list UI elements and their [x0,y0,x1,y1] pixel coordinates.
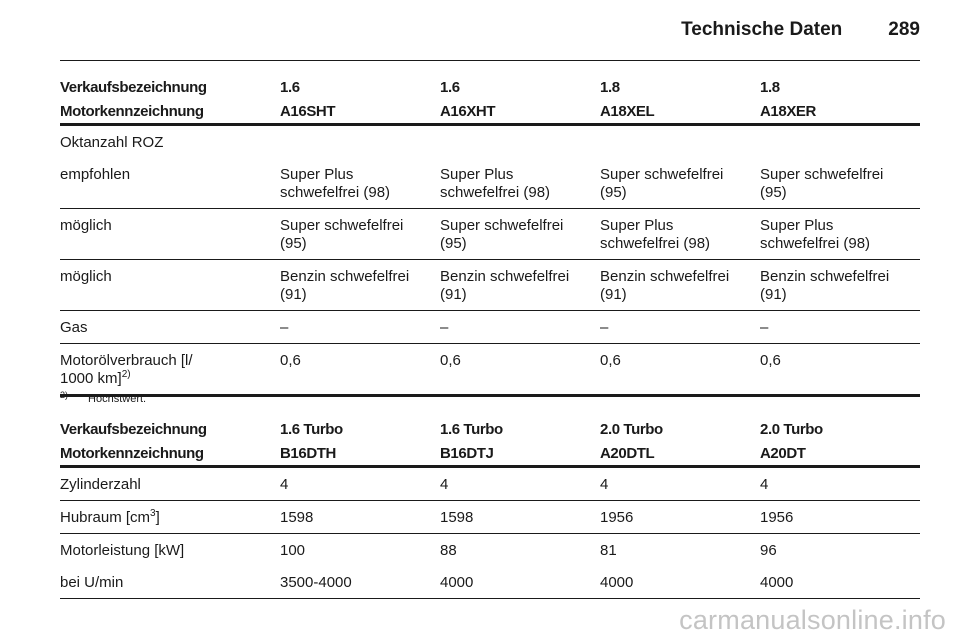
table-row: Motorleistung [kW] 100 88 81 96 [60,534,920,567]
row-label: Motorleistung [kW] [60,542,185,559]
table-cell: 4000 [440,566,600,599]
table-cell: 4 [760,466,920,501]
table-cell: 4000 [760,566,920,599]
table-cell: Super schwefelfrei (95) [440,208,600,260]
header-cell: A16SHT [280,99,440,126]
header-cell: B16DTH [280,441,440,468]
footnote-mark: 2) [60,390,69,400]
header-cell: 2.0 Turbo [600,421,663,438]
header-row-engine-code: Motorkennzeichnung A16SHT A16XHT A18XEL … [60,99,920,126]
table-cell: – [440,310,600,344]
footnote-ref: 2) [121,369,131,380]
table-cell: Benzin schwefelfrei (91) [440,259,600,311]
watermark: carmanualsonline.info [679,605,946,635]
table-cell: – [280,310,440,344]
table-cell: Super schwefelfrei (95) [600,158,760,209]
header-cell: Verkaufsbezeichnung [60,79,207,96]
header-cell: Motorkennzeichnung [60,99,280,126]
table-cell: Super Plus schwefelfrei (98) [280,158,440,209]
table-row: möglich Super schwefelfrei (95) Super sch… [60,208,920,260]
header-cell: 2.0 Turbo [760,421,823,438]
page-number: 289 [888,19,920,40]
table-cell: Benzin schwefelfrei (91) [280,259,440,311]
header-cell: 1.8 [600,79,620,96]
row-label: Motorölverbrauch [l/1000 km]2) [60,343,280,397]
table-row-section: Oktanzahl ROZ [60,125,920,159]
table-row: Gas – – – – [60,310,920,344]
table-cell: 4 [600,466,760,501]
table-row: Motorölverbrauch [l/1000 km]2) 0,6 0,6 0… [60,343,920,397]
table-cell: 1598 [440,500,600,534]
table-cell: 1956 [760,500,920,534]
table-cell: 96 [760,542,777,559]
table-row: möglich Benzin schwefelfrei (91) Benzin s… [60,259,920,311]
row-label: bei U/min [60,566,280,599]
table-cell: Super Plus schwefelfrei (98) [440,158,600,209]
header-cell: 1.6 [440,79,460,96]
table-cell: 3500-4000 [280,566,440,599]
table-row: empfohlen Super Plus schwefelfrei (98) Su… [60,158,920,209]
table-cell: 1956 [600,500,760,534]
row-label: möglich [60,208,280,260]
header-cell: 1.6 Turbo [440,421,503,438]
header-cell: 1.6 [280,79,300,96]
table-cell: 81 [600,542,617,559]
section-label: Oktanzahl ROZ [60,134,164,151]
table-cell: Super Plus schwefelfrei (98) [760,208,920,260]
table-row: Hubraum [cm3] 1598 1598 1956 1956 [60,500,920,534]
table-cell: Super schwefelfrei (95) [760,158,920,209]
fuel-spec-table: Verkaufsbezeichnung 1.6 1.6 1.8 1.8 Moto… [60,71,920,397]
table-cell: Benzin schwefelfrei (91) [600,259,760,311]
table-cell: 0,6 [440,343,600,397]
table-cell: Super Plus schwefelfrei (98) [600,208,760,260]
header-cell: B16DTJ [440,441,600,468]
table-cell: 4 [440,466,600,501]
table-cell: 0,6 [600,343,760,397]
table-cell: 4000 [600,566,760,599]
header-row-sales-name: Verkaufsbezeichnung 1.6 Turbo 1.6 Turbo … [60,413,920,441]
table-cell: – [760,310,920,344]
header-cell: Verkaufsbezeichnung [60,421,207,438]
header-cell: A20DTL [600,441,760,468]
header-row-sales-name: Verkaufsbezeichnung 1.6 1.6 1.8 1.8 [60,71,920,99]
table-cell: 88 [440,542,457,559]
table-cell: 1598 [280,500,440,534]
engine-spec-table: Verkaufsbezeichnung 1.6 Turbo 1.6 Turbo … [60,413,920,599]
header-row-engine-code: Motorkennzeichnung B16DTH B16DTJ A20DTL … [60,441,920,468]
row-label: empfohlen [60,158,280,209]
header-cell: A16XHT [440,99,600,126]
footnote-text: Höchstwert. [88,393,147,405]
table-cell: Super schwefelfrei (95) [280,208,440,260]
header-cell: 1.8 [760,79,780,96]
table-cell: 100 [280,542,306,559]
page-title: Technische Daten [681,19,843,40]
header-cell: A18XER [760,99,920,126]
header-cell: A18XEL [600,99,760,126]
table-cell: 4 [280,466,440,501]
header-cell: Motorkennzeichnung [60,441,280,468]
header-cell: 1.6 Turbo [280,421,343,438]
table-cell: 0,6 [280,343,440,397]
footnote: 2) Höchstwert. [60,390,147,405]
page-header: Technische Daten 289 [681,19,920,41]
header-rule [60,60,920,61]
row-label: möglich [60,259,280,311]
table-cell: Benzin schwefelfrei (91) [760,259,920,311]
table-row: Zylinderzahl 4 4 4 4 [60,466,920,501]
row-label: Hubraum [cm3] [60,500,280,534]
table-row: bei U/min 3500-4000 4000 4000 4000 [60,566,920,599]
row-label: Zylinderzahl [60,466,280,501]
header-cell: A20DT [760,441,920,468]
row-label: Gas [60,310,280,344]
table-cell: – [600,310,760,344]
table-cell: 0,6 [760,343,920,397]
